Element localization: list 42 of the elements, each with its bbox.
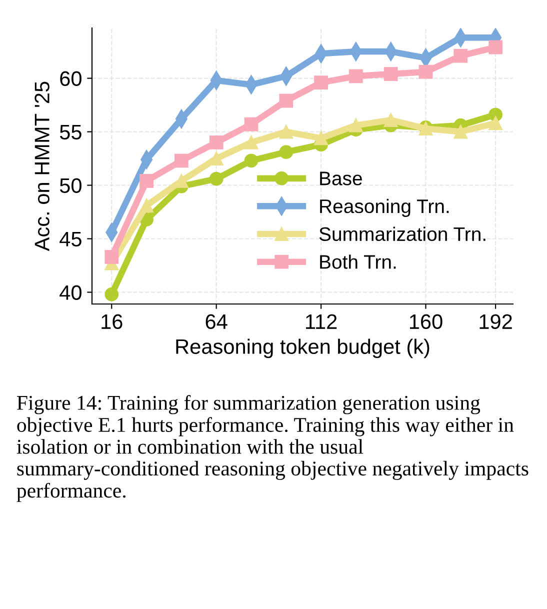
point <box>209 136 224 150</box>
y-tick-label: 45 <box>60 232 82 246</box>
point <box>244 136 258 150</box>
point <box>209 172 224 186</box>
point <box>314 131 328 146</box>
x-tick-label: 160 <box>410 314 442 330</box>
point <box>244 117 258 132</box>
point <box>104 250 119 264</box>
x-axis-title: Reasoning token budget (k) <box>176 338 430 358</box>
point <box>140 174 154 188</box>
legend-label: Reasoning Trn. <box>320 198 449 218</box>
legend-label: Both Trn. <box>320 254 396 269</box>
point <box>244 154 258 168</box>
x-tick-label: 192 <box>480 314 512 330</box>
point <box>349 69 363 84</box>
point <box>279 94 294 108</box>
y-tick-label: 40 <box>60 285 82 300</box>
point <box>279 145 294 160</box>
point <box>104 287 119 302</box>
point <box>279 124 294 139</box>
legend-label: Summarization Trn. <box>319 226 486 242</box>
point <box>314 76 328 90</box>
point <box>174 154 188 168</box>
y-tick-label: 60 <box>60 71 82 86</box>
point <box>140 198 154 213</box>
x-tick-label: 64 <box>206 314 228 330</box>
point <box>349 118 363 132</box>
y-axis-title: Acc. on HMMT '25 <box>34 82 50 252</box>
y-tick-label: 50 <box>60 178 82 194</box>
point <box>488 116 502 130</box>
x-tick-label: 112 <box>306 314 337 329</box>
point <box>488 40 502 54</box>
x-tick-label: 16 <box>102 314 122 330</box>
point <box>209 152 224 166</box>
point <box>454 124 468 139</box>
point <box>384 67 398 81</box>
legend-label: Base <box>320 172 362 186</box>
y-tick-label: 55 <box>60 124 82 140</box>
point <box>454 48 468 63</box>
caption: Figure 14: Training for summarization generation using objective E.1 hurts performance. Training this way either in isolation or in combination with the usual summary-conditioned reasoning objective negatively impacts performance. <box>16 395 528 502</box>
point <box>384 113 398 127</box>
point <box>418 64 433 79</box>
